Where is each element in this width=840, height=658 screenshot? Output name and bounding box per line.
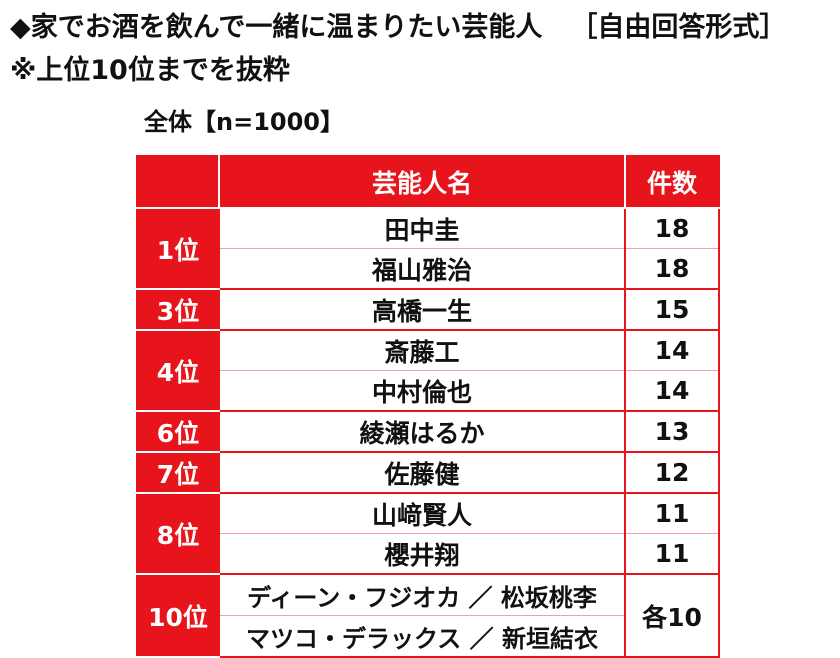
answer-format-note: ［自由回答形式］	[570, 12, 787, 43]
count-cell: 18	[624, 248, 720, 290]
table-row: 3位 高橋一生 15	[136, 288, 720, 331]
rank-cell: 6位	[136, 410, 219, 453]
table-row: 7位 佐藤健 12	[136, 451, 720, 494]
header-rank-cell	[136, 155, 220, 209]
table-row: 6位 綾瀬はるか 13	[136, 410, 720, 453]
count-cell: 14	[624, 370, 720, 412]
name-cell: 福山雅治	[218, 248, 626, 290]
table-row: 福山雅治 18	[137, 248, 720, 290]
rank-cell: 8位	[136, 492, 219, 575]
name-cell: 田中圭	[218, 207, 626, 249]
count-cell-merged: 各10	[624, 573, 720, 658]
rank-cell: 1位	[136, 207, 219, 290]
table-row: 櫻井翔 11	[137, 533, 720, 575]
sample-size-label: 全体【n=1000】	[144, 108, 344, 136]
table-row: 中村倫也 14	[137, 370, 720, 412]
name-cell: 綾瀬はるか	[218, 410, 626, 453]
name-cell: 佐藤健	[218, 451, 626, 494]
table-row: 1位 田中圭 18	[136, 207, 720, 290]
header-name-cell: 芸能人名	[218, 155, 626, 209]
name-cell: マツコ・デラックス ／ 新垣結衣	[218, 615, 626, 658]
header-row: 芸能人名 件数	[136, 155, 720, 209]
table-row: マツコ・デラックス ／ 新垣結衣	[137, 615, 719, 658]
name-cell: ディーン・フジオカ ／ 松坂桃李	[218, 573, 626, 616]
table-row: 10位 ディーン・フジオカ ／ 松坂桃李 各10	[136, 573, 720, 658]
count-cell: 11	[624, 492, 720, 534]
name-cell: 高橋一生	[218, 288, 626, 331]
page-title: ◆家でお酒を飲んで一緒に温まりたい芸能人 ［自由回答形式］	[10, 14, 786, 41]
ranking-table: 芸能人名 件数 1位 田中圭 18 福山雅治 18 3位 高橋一生 15	[136, 155, 720, 658]
count-cell: 12	[624, 451, 720, 494]
rank-cell: 10位	[136, 573, 219, 658]
name-cell: 櫻井翔	[218, 533, 626, 575]
table-row: 8位 山﨑賢人 11	[136, 492, 720, 575]
table-row: 4位 斎藤工 14	[136, 329, 720, 412]
count-cell: 18	[624, 207, 720, 249]
rank-cell: 7位	[136, 451, 219, 494]
excerpt-note: ※上位10位までを抜粋	[10, 55, 290, 86]
survey-question: ◆家でお酒を飲んで一緒に温まりたい芸能人	[10, 12, 543, 43]
rank-cell: 4位	[136, 329, 219, 412]
count-cell: 14	[624, 329, 720, 371]
rank-cell: 3位	[136, 288, 219, 331]
name-cell: 中村倫也	[218, 370, 626, 412]
count-cell: 11	[624, 533, 720, 575]
count-cell: 15	[624, 288, 720, 331]
header-count-cell: 件数	[624, 155, 720, 209]
table-body: 1位 田中圭 18 福山雅治 18 3位 高橋一生 15 4位 斎藤工 14 中…	[136, 207, 720, 658]
count-cell: 13	[624, 410, 720, 453]
table-header: 芸能人名 件数	[136, 155, 720, 209]
name-cell: 斎藤工	[218, 329, 626, 371]
name-cell: 山﨑賢人	[218, 492, 626, 534]
